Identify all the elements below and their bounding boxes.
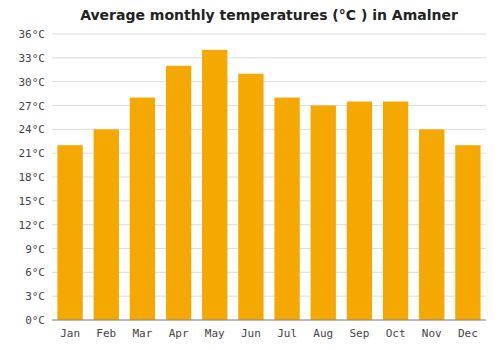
x-tick-label: Jul <box>277 327 297 340</box>
y-tick-label: 3°C <box>25 290 45 303</box>
x-tick-label: Oct <box>386 327 406 340</box>
bar <box>130 98 155 320</box>
y-tick-label: 33°C <box>19 52 46 65</box>
y-tick-label: 15°C <box>19 195 46 208</box>
x-axis-line <box>52 320 486 321</box>
chart-container: Average monthly temperatures (°C ) in Am… <box>0 0 500 350</box>
y-tick-label: 9°C <box>25 243 45 256</box>
bar <box>57 145 82 320</box>
bar <box>419 129 444 320</box>
bar <box>347 102 372 320</box>
bar <box>455 145 480 320</box>
x-tick-label: Nov <box>422 327 442 340</box>
page: {"chart_data": {"type": "bar", "title": … <box>0 0 500 350</box>
bars <box>57 50 480 320</box>
grid-line <box>52 81 486 82</box>
x-tick-label: May <box>205 327 225 340</box>
x-tick-label: Apr <box>169 327 189 340</box>
y-tick-label: 12°C <box>19 219 46 232</box>
bar <box>166 66 191 320</box>
x-tick-label: Feb <box>96 327 116 340</box>
x-tick-label: Sep <box>349 327 369 340</box>
bar <box>383 102 408 320</box>
y-tick-label: 24°C <box>19 123 46 136</box>
x-tick-label: Dec <box>458 327 478 340</box>
title: Average monthly temperatures (°C ) in Am… <box>80 7 458 23</box>
grid-line <box>52 105 486 106</box>
grid <box>52 34 486 320</box>
y-tick-label: 6°C <box>25 266 45 279</box>
bar <box>238 74 263 320</box>
x-tick-label: Jun <box>241 327 261 340</box>
y-tick-label: 36°C <box>19 28 46 41</box>
bar <box>311 106 336 321</box>
x-tick-label: Mar <box>132 327 152 340</box>
y-tick-label: 30°C <box>19 76 46 89</box>
bar <box>94 129 119 320</box>
grid-line <box>52 34 486 35</box>
x-tick-label: Aug <box>313 327 333 340</box>
chart-svg: Average monthly temperatures (°C ) in Am… <box>0 0 500 350</box>
x-tick-label: Jan <box>60 327 80 340</box>
bar <box>274 98 299 320</box>
y-tick-label: 27°C <box>19 100 46 113</box>
grid-line <box>52 320 486 321</box>
y-tick-label: 21°C <box>19 147 46 160</box>
y-tick-label: 0°C <box>25 314 45 327</box>
y-tick-label: 18°C <box>19 171 46 184</box>
grid-line <box>52 57 486 58</box>
bar <box>202 50 227 320</box>
